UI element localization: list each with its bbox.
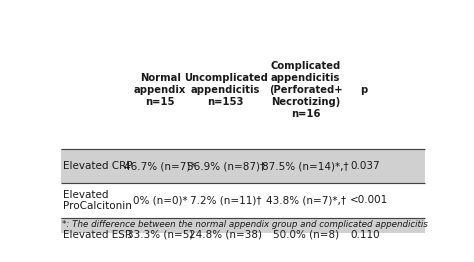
Text: Complicated
appendicitis
(Perforated+
Necrotizing)
n=16: Complicated appendicitis (Perforated+ Ne… — [269, 61, 342, 119]
Text: Elevated
ProCalcitonin: Elevated ProCalcitonin — [63, 190, 132, 211]
Text: Elevated CRP: Elevated CRP — [63, 161, 132, 171]
Text: *: The difference between the normal appendix group and complicated appendicitis: *: The difference between the normal app… — [62, 220, 428, 229]
Text: 33.3% (n=5): 33.3% (n=5) — [127, 230, 193, 240]
Text: <0.001: <0.001 — [350, 195, 389, 205]
Bar — [61, 218, 425, 251]
Text: 50.0% (n=8): 50.0% (n=8) — [273, 230, 339, 240]
Text: 0.037: 0.037 — [350, 161, 380, 171]
Text: 46.7% (n=7)*: 46.7% (n=7)* — [125, 161, 196, 171]
Text: 87.5% (n=14)*,†: 87.5% (n=14)*,† — [262, 161, 349, 171]
Text: 7.2% (n=11)†: 7.2% (n=11)† — [190, 195, 261, 205]
Text: 0.110: 0.110 — [350, 230, 380, 240]
Text: Normal
appendix
n=15: Normal appendix n=15 — [134, 73, 186, 107]
Text: Uncomplicated
appendicitis
n=153: Uncomplicated appendicitis n=153 — [184, 73, 268, 107]
Text: 56.9% (n=87)†: 56.9% (n=87)† — [187, 161, 264, 171]
Text: 43.8% (n=7)*,†: 43.8% (n=7)*,† — [265, 195, 346, 205]
Bar — [61, 149, 425, 183]
Text: 24.8% (n=38): 24.8% (n=38) — [189, 230, 262, 240]
Text: 0% (n=0)*: 0% (n=0)* — [133, 195, 188, 205]
Text: Elevated ESR: Elevated ESR — [63, 230, 132, 240]
Text: p: p — [360, 85, 367, 95]
